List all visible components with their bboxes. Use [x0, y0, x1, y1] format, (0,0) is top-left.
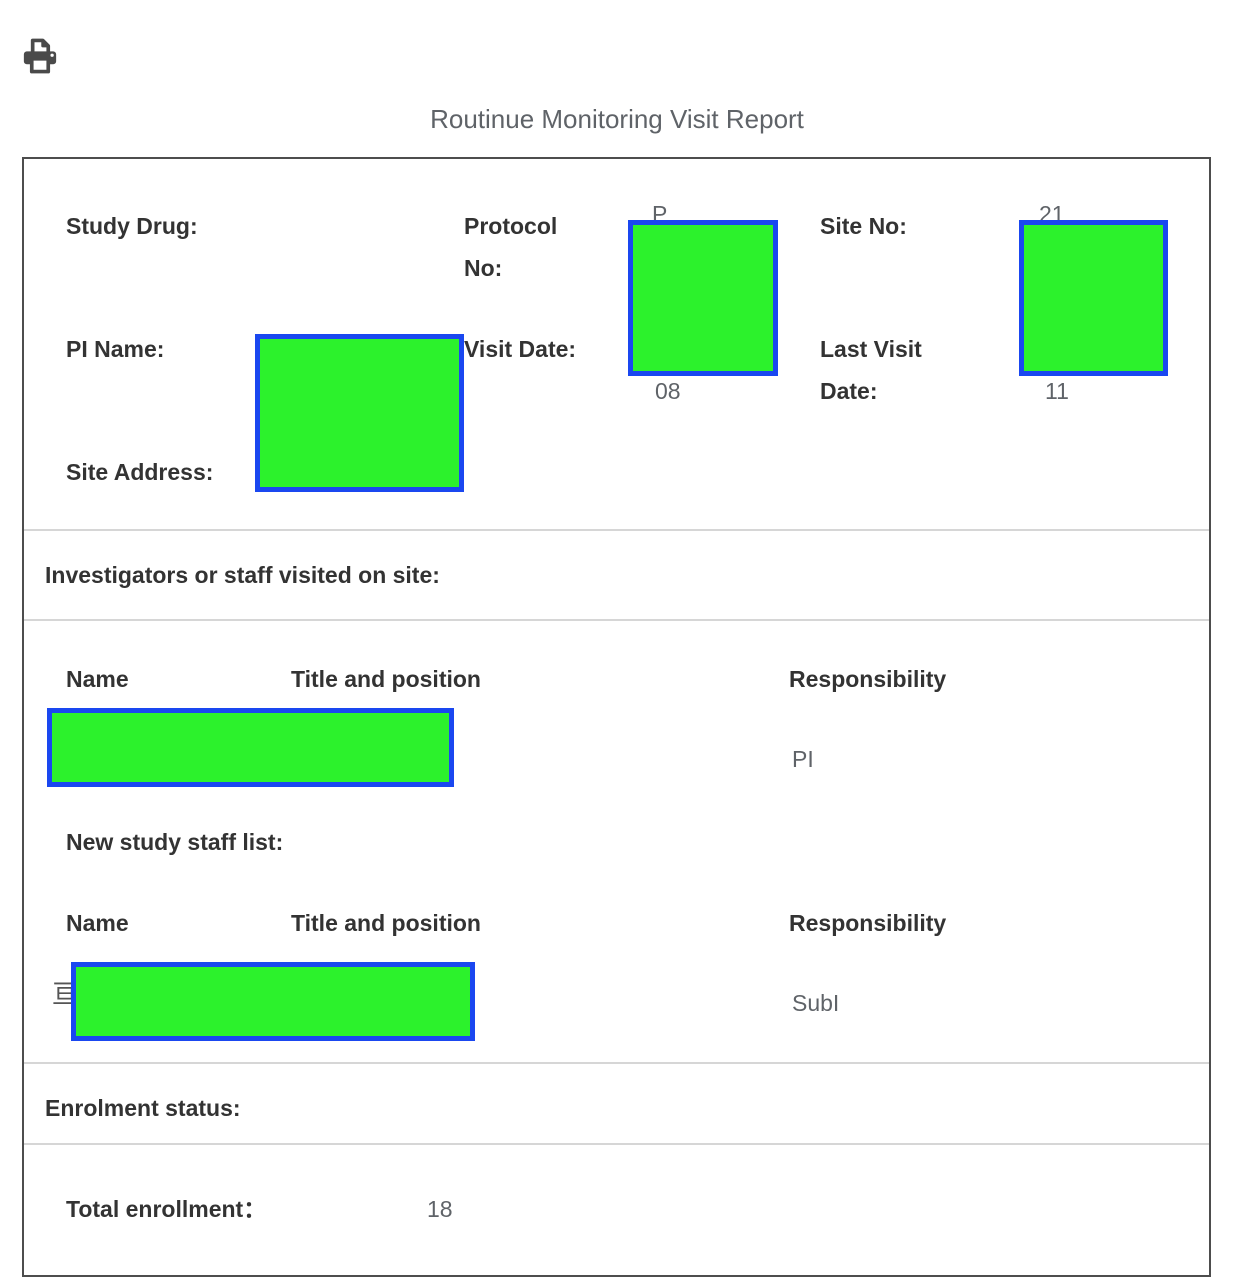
section-divider	[24, 529, 1209, 531]
last-visit-date-value-visible: 11	[1045, 378, 1069, 404]
study-drug-label: Study Drug:	[66, 213, 198, 239]
protocol-value-peek: P	[652, 201, 668, 227]
new-staff-col-responsibility: Responsibility	[789, 910, 947, 936]
page-title: Routinue Monitoring Visit Report	[430, 104, 804, 134]
section-divider	[24, 1062, 1209, 1064]
visit-date-value-visible: 08	[655, 378, 681, 404]
visit-date-label: Visit Date:	[464, 336, 577, 362]
investigator-responsibility-value: PI	[792, 746, 814, 772]
investigators-col-title: Title and position	[291, 666, 481, 692]
redaction-box-investigator-row	[47, 708, 454, 787]
enrolment-heading: Enrolment status:	[45, 1095, 241, 1121]
new-staff-responsibility-value: SubI	[792, 990, 840, 1016]
redaction-box-new-staff-row	[71, 962, 475, 1041]
investigators-heading: Investigators or staff visited on site:	[45, 562, 440, 588]
new-staff-col-title: Title and position	[291, 910, 481, 936]
pi-name-label: PI Name:	[66, 336, 165, 362]
new-staff-heading: New study staff list:	[66, 829, 284, 855]
investigators-col-responsibility: Responsibility	[789, 666, 947, 692]
investigators-col-name: Name	[66, 666, 129, 692]
total-enrollment-label: Total enrollment：	[66, 1196, 267, 1222]
last-visit-date-label: Last Visit Date:	[820, 336, 922, 404]
redaction-box-site-no-last-visit	[1019, 220, 1168, 376]
site-no-value-peek: 21	[1039, 201, 1065, 227]
redaction-box-protocol-visit-date	[628, 220, 778, 376]
site-no-label: Site No:	[820, 213, 907, 239]
protocol-no-label: Protocol No:	[464, 213, 558, 281]
print-icon	[23, 38, 57, 74]
print-button[interactable]	[16, 32, 64, 80]
report-card: Study Drug: Protocol No: Site No: P 21 P…	[22, 157, 1211, 1277]
section-divider	[24, 1143, 1209, 1145]
site-address-label: Site Address:	[66, 459, 214, 485]
total-enrollment-value: 18	[427, 1196, 453, 1222]
redaction-box-pi-name-address	[255, 334, 464, 492]
section-divider	[24, 619, 1209, 621]
new-staff-col-name: Name	[66, 910, 129, 936]
